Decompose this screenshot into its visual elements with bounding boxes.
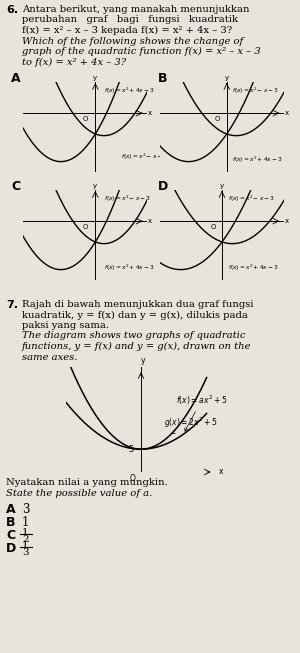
Text: A: A [11,72,21,85]
Text: B: B [158,72,167,85]
Text: O: O [83,224,88,230]
Text: Antara berikut, yang manakah menunjukkan: Antara berikut, yang manakah menunjukkan [22,5,250,14]
Text: Which of the following shows the change of: Which of the following shows the change … [22,37,243,46]
Text: kuadratik, y = f(x) dan y = g(x), dilukis pada: kuadratik, y = f(x) dan y = g(x), diluki… [22,310,248,319]
Text: y: y [93,75,98,82]
Text: O: O [129,474,135,483]
Text: to f(x) = x² + 4x – 3?: to f(x) = x² + 4x – 3? [22,57,126,67]
Text: perubahan   graf   bagi   fungsi   kuadratik: perubahan graf bagi fungsi kuadratik [22,16,238,25]
Text: functions, y = f(x) and y = g(x), drawn on the: functions, y = f(x) and y = g(x), drawn … [22,342,251,351]
Text: D: D [6,542,16,555]
Text: y: y [220,183,224,189]
Text: A: A [6,503,16,516]
Text: $g(x)=2x^2+5$: $g(x)=2x^2+5$ [164,416,218,434]
Text: 6.: 6. [6,5,18,15]
Text: $f(x)=x^2+4x-3$: $f(x)=x^2+4x-3$ [228,263,279,273]
Text: $f(x)=x^2-x-3$: $f(x)=x^2-x-3$ [104,193,151,204]
Text: graph of the quadratic function f(x) = x² – x – 3: graph of the quadratic function f(x) = x… [22,47,261,56]
Text: The diagram shows two graphs of quadratic: The diagram shows two graphs of quadrati… [22,332,245,340]
Text: y: y [93,183,98,189]
Text: x: x [148,218,152,224]
Text: Nyatakan nilai a yang mungkin.: Nyatakan nilai a yang mungkin. [6,478,168,487]
Text: D: D [158,180,168,193]
Text: f(x) = x² – x – 3 kepada f(x) = x² + 4x – 3?: f(x) = x² – x – 3 kepada f(x) = x² + 4x … [22,26,232,35]
Text: y: y [141,356,146,365]
Text: O: O [210,224,216,230]
Text: O: O [215,116,220,122]
Text: $f(x)=x^2-x-3$: $f(x)=x^2-x-3$ [228,193,275,204]
Text: 7.: 7. [6,300,18,310]
Text: $f(x)=x^2+4x-3$: $f(x)=x^2+4x-3$ [104,263,155,273]
Text: 3: 3 [22,503,29,516]
Text: $f(x)=ax^2+5$: $f(x)=ax^2+5$ [176,393,227,431]
Text: paksi yang sama.: paksi yang sama. [22,321,109,330]
Text: 1: 1 [22,528,28,537]
Text: State the possible value of a.: State the possible value of a. [6,488,152,498]
Text: 1: 1 [22,516,29,529]
Text: C: C [6,529,15,542]
Text: y: y [225,75,229,82]
Text: same axes.: same axes. [22,353,77,362]
Text: x: x [218,468,223,477]
Text: O: O [83,116,88,122]
Text: 1: 1 [22,541,28,550]
Text: x: x [148,110,152,116]
Text: C: C [11,180,20,193]
Text: x: x [285,218,290,224]
Text: $f(x)=x^2+4x-3$: $f(x)=x^2+4x-3$ [104,86,155,96]
Text: B: B [6,516,16,529]
Text: x: x [285,110,289,116]
Text: Rajah di bawah menunjukkan dua graf fungsi: Rajah di bawah menunjukkan dua graf fung… [22,300,254,309]
Text: 5: 5 [129,445,134,454]
Text: $f(x)=x^2+4x-3$: $f(x)=x^2+4x-3$ [232,155,283,165]
Text: 3: 3 [22,548,28,557]
Text: 2: 2 [22,535,28,544]
Text: $f(x)=x^2-x-3$: $f(x)=x^2-x-3$ [232,86,280,96]
Text: $f(x)=x^2-x-3$: $f(x)=x^2-x-3$ [121,151,168,161]
